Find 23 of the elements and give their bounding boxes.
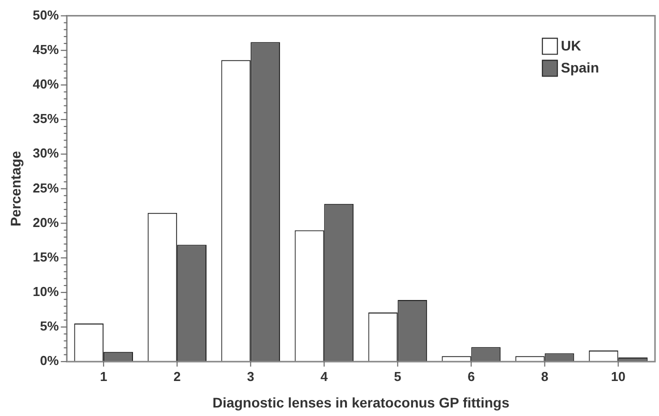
y-tick-label: 30% bbox=[32, 146, 60, 161]
y-tick-label: 40% bbox=[32, 76, 60, 92]
y-tick-label: 45% bbox=[32, 42, 60, 57]
x-tick-label: 8 bbox=[541, 368, 548, 384]
x-tick-label: 1 bbox=[100, 368, 108, 384]
x-tick-label: 4 bbox=[320, 368, 329, 384]
y-tick-label: 50% bbox=[32, 7, 60, 22]
x-tick-label: 6 bbox=[468, 368, 475, 384]
x-tick-label: 3 bbox=[247, 368, 254, 384]
y-tick-label: 25% bbox=[32, 180, 60, 196]
x-axis-title: Diagnostic lenses in keratoconus GP fittings bbox=[212, 394, 510, 410]
y-tick-label: 20% bbox=[32, 214, 60, 230]
legend-label: UK bbox=[560, 38, 582, 54]
legend-label: Spain bbox=[560, 60, 600, 76]
x-tick-label: 10 bbox=[611, 368, 626, 384]
y-tick-label: 15% bbox=[32, 249, 60, 264]
y-tick-label: 5% bbox=[40, 318, 60, 334]
y-tick-label: 10% bbox=[32, 284, 60, 300]
y-tick-label: 35% bbox=[32, 111, 60, 126]
y-tick-label: 0% bbox=[40, 353, 60, 368]
x-tick-label: 5 bbox=[394, 368, 402, 384]
x-tick-label: 2 bbox=[173, 368, 181, 384]
y-axis-title: Percentage bbox=[7, 150, 24, 226]
